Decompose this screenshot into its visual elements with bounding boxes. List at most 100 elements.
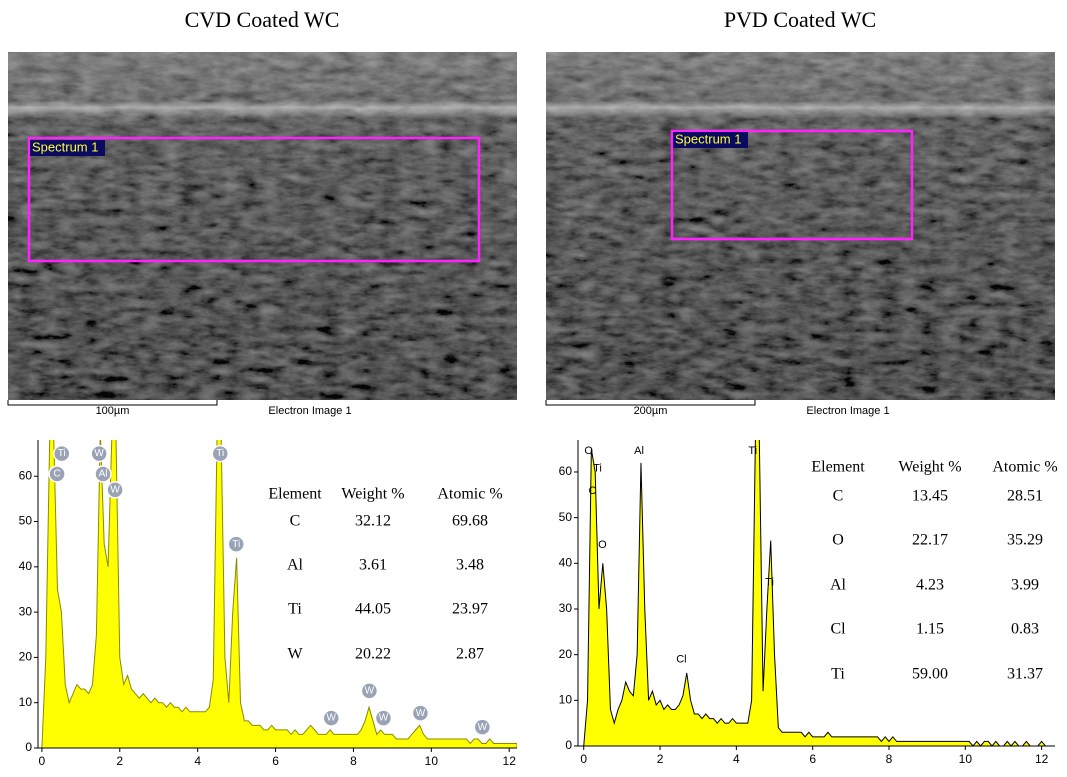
- region-label-bg: [30, 140, 105, 156]
- y-tick-label: 40: [559, 555, 573, 569]
- y-tick-label: 0: [25, 740, 32, 754]
- peak-label: Ti: [58, 448, 66, 459]
- panel-title: CVD Coated WC: [185, 7, 340, 32]
- peak-badge: [211, 444, 230, 463]
- sem-image: [546, 52, 1055, 400]
- table-cell: 3.48: [456, 557, 484, 574]
- peak-badge: [53, 444, 71, 463]
- peak-label: Al: [99, 469, 108, 480]
- spectrum-region: [670, 129, 914, 241]
- peak-label: Al: [634, 445, 644, 457]
- table-cell: 0.83: [1011, 621, 1039, 638]
- table-cell: 32.12: [355, 513, 391, 530]
- x-tick-label: 6: [272, 754, 279, 768]
- table-cell: 4.23: [916, 577, 944, 594]
- peak-label: Ti: [765, 576, 774, 588]
- x-tick-label: 0: [39, 754, 46, 768]
- peak-label: W: [379, 713, 389, 724]
- x-tick-label: 8: [886, 752, 893, 766]
- table-cell: 2.87: [456, 646, 484, 663]
- y-tick-label: 10: [19, 695, 33, 709]
- peak-label: O: [584, 445, 593, 457]
- table-cell: W: [287, 646, 303, 663]
- peak-badge: [374, 709, 393, 727]
- x-tick-label: 10: [959, 752, 973, 766]
- table-cell: 35.29: [1007, 532, 1043, 549]
- table-cell: 31.37: [1007, 666, 1043, 683]
- peak-label: W: [365, 686, 375, 697]
- table-header: Element: [811, 459, 865, 476]
- table-cell: 44.05: [355, 601, 391, 618]
- table-header: Element: [268, 486, 322, 503]
- spectrum-area: [583, 440, 1050, 746]
- table-cell: 3.99: [1011, 577, 1039, 594]
- spectrum-area: [41, 440, 517, 748]
- peak-label: Ti: [593, 463, 602, 475]
- x-tick-label: 12: [1035, 752, 1049, 766]
- peak-label: Ti: [748, 445, 757, 457]
- region-label: Spectrum 1: [32, 139, 98, 154]
- table-header: Atomic %: [992, 459, 1057, 476]
- scale-label: 100µm: [96, 405, 130, 417]
- y-tick-label: 30: [559, 601, 573, 615]
- table-cell: 23.97: [452, 601, 488, 618]
- x-tick-label: 10: [425, 754, 439, 768]
- y-tick-label: 60: [559, 464, 573, 478]
- peak-label: W: [416, 708, 426, 719]
- y-tick-label: 50: [559, 510, 573, 524]
- region-label: Spectrum 1: [675, 131, 741, 146]
- table-cell: 3.61: [359, 557, 387, 574]
- table-header: Weight %: [341, 486, 404, 503]
- table-cell: 28.51: [1007, 488, 1043, 505]
- x-tick-label: 2: [657, 752, 664, 766]
- table-header: Atomic %: [437, 486, 502, 503]
- x-tick-label: 2: [116, 754, 123, 768]
- y-tick-label: 60: [19, 468, 33, 482]
- scale-label: 200µm: [634, 405, 668, 417]
- peak-badge: [322, 709, 340, 727]
- x-tick-label: 8: [350, 754, 357, 768]
- peak-label: W: [327, 713, 337, 724]
- table-cell: 1.15: [916, 621, 944, 638]
- table-cell: 20.22: [355, 646, 391, 663]
- table-cell: 59.00: [912, 666, 948, 683]
- peak-label: C: [589, 485, 597, 497]
- table-cell: O: [832, 532, 844, 549]
- peak-badge: [48, 465, 66, 483]
- peak-badge: [360, 682, 379, 700]
- table-cell: Ti: [831, 666, 845, 683]
- table-cell: Al: [830, 577, 847, 594]
- peak-label: Cl: [676, 654, 686, 666]
- y-tick-label: 30: [19, 604, 33, 618]
- panel-title: PVD Coated WC: [724, 7, 876, 32]
- table-cell: C: [290, 513, 301, 530]
- table-cell: 22.17: [912, 532, 948, 549]
- y-tick-label: 40: [19, 559, 33, 573]
- y-tick-label: 0: [565, 738, 572, 752]
- peak-badge: [90, 444, 108, 463]
- peak-label: W: [94, 448, 104, 459]
- image-caption: Electron Image 1: [806, 405, 889, 417]
- peak-label: W: [110, 484, 120, 495]
- x-tick-label: 12: [503, 754, 517, 768]
- table-cell: Ti: [288, 601, 302, 618]
- sem-image: [8, 52, 517, 400]
- peak-badge: [94, 465, 112, 483]
- scale-bar: [7, 400, 218, 406]
- peak-label: C: [53, 469, 60, 480]
- peak-badge: [411, 704, 430, 722]
- y-tick-label: 20: [19, 650, 33, 664]
- spectrum-region: [27, 136, 481, 263]
- x-tick-label: 4: [194, 754, 201, 768]
- x-tick-label: 4: [733, 752, 740, 766]
- peak-badge: [227, 535, 245, 553]
- image-caption: Electron Image 1: [268, 405, 351, 417]
- y-tick-label: 50: [19, 514, 33, 528]
- table-header: Weight %: [898, 459, 961, 476]
- peak-badge: [106, 481, 124, 499]
- x-tick-label: 0: [580, 752, 587, 766]
- table-cell: 13.45: [912, 488, 948, 505]
- table-cell: C: [833, 488, 844, 505]
